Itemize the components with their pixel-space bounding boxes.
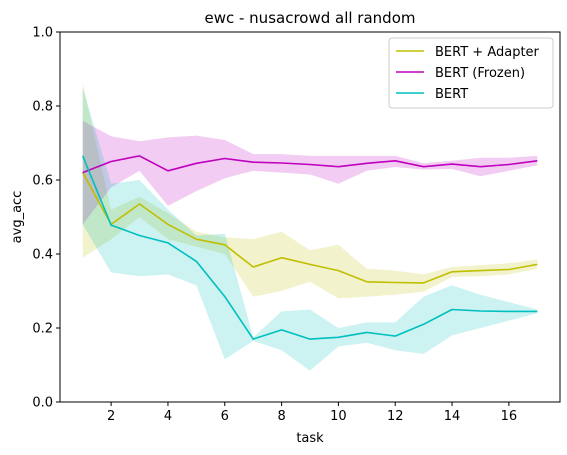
x-tick-label: 8 bbox=[277, 409, 285, 424]
line-bert-adapter bbox=[81, 172, 538, 284]
legend: BERT + Adapter BERT (Frozen) BERT bbox=[388, 37, 554, 109]
band-bert-frozen bbox=[82, 120, 538, 225]
x-tick-label: 14 bbox=[444, 409, 461, 424]
y-tick-label: 0.2 bbox=[32, 322, 53, 337]
band-bert bbox=[82, 87, 538, 371]
legend-box bbox=[388, 37, 554, 109]
x-tick-label: 4 bbox=[164, 409, 172, 424]
chart-title: ewc - nusacrowd all random bbox=[204, 9, 415, 27]
x-tick-label: 16 bbox=[501, 409, 518, 424]
x-tick-label: 6 bbox=[221, 409, 229, 424]
y-tick-label: 0.6 bbox=[32, 174, 53, 189]
x-tick-label: 2 bbox=[107, 409, 115, 424]
series-lines bbox=[81, 155, 538, 340]
legend-label-bert-adapter: BERT + Adapter bbox=[435, 45, 540, 60]
y-tick-label: 0.0 bbox=[32, 396, 53, 411]
confidence-bands bbox=[82, 83, 538, 371]
plot-frame bbox=[59, 31, 561, 403]
y-tick-label: 0.4 bbox=[32, 248, 53, 263]
line-bert-frozen bbox=[82, 155, 538, 174]
band-bert-adapter bbox=[82, 83, 538, 299]
x-tick-label: 12 bbox=[387, 409, 404, 424]
x-tick-label: 10 bbox=[330, 409, 347, 424]
legend-label-bert-frozen: BERT (Frozen) bbox=[435, 66, 525, 81]
x-axis-ticks: 2 4 6 8 10 12 14 16 bbox=[107, 402, 517, 424]
y-tick-label: 0.8 bbox=[32, 100, 53, 115]
legend-label-bert: BERT bbox=[435, 87, 468, 102]
x-axis-label: task bbox=[296, 431, 324, 446]
line-bert bbox=[81, 155, 538, 340]
y-axis-label: avg_acc bbox=[10, 191, 25, 244]
y-axis-ticks: 0.0 0.2 0.4 0.6 0.8 1.0 bbox=[32, 26, 60, 411]
y-tick-label: 1.0 bbox=[32, 26, 53, 41]
